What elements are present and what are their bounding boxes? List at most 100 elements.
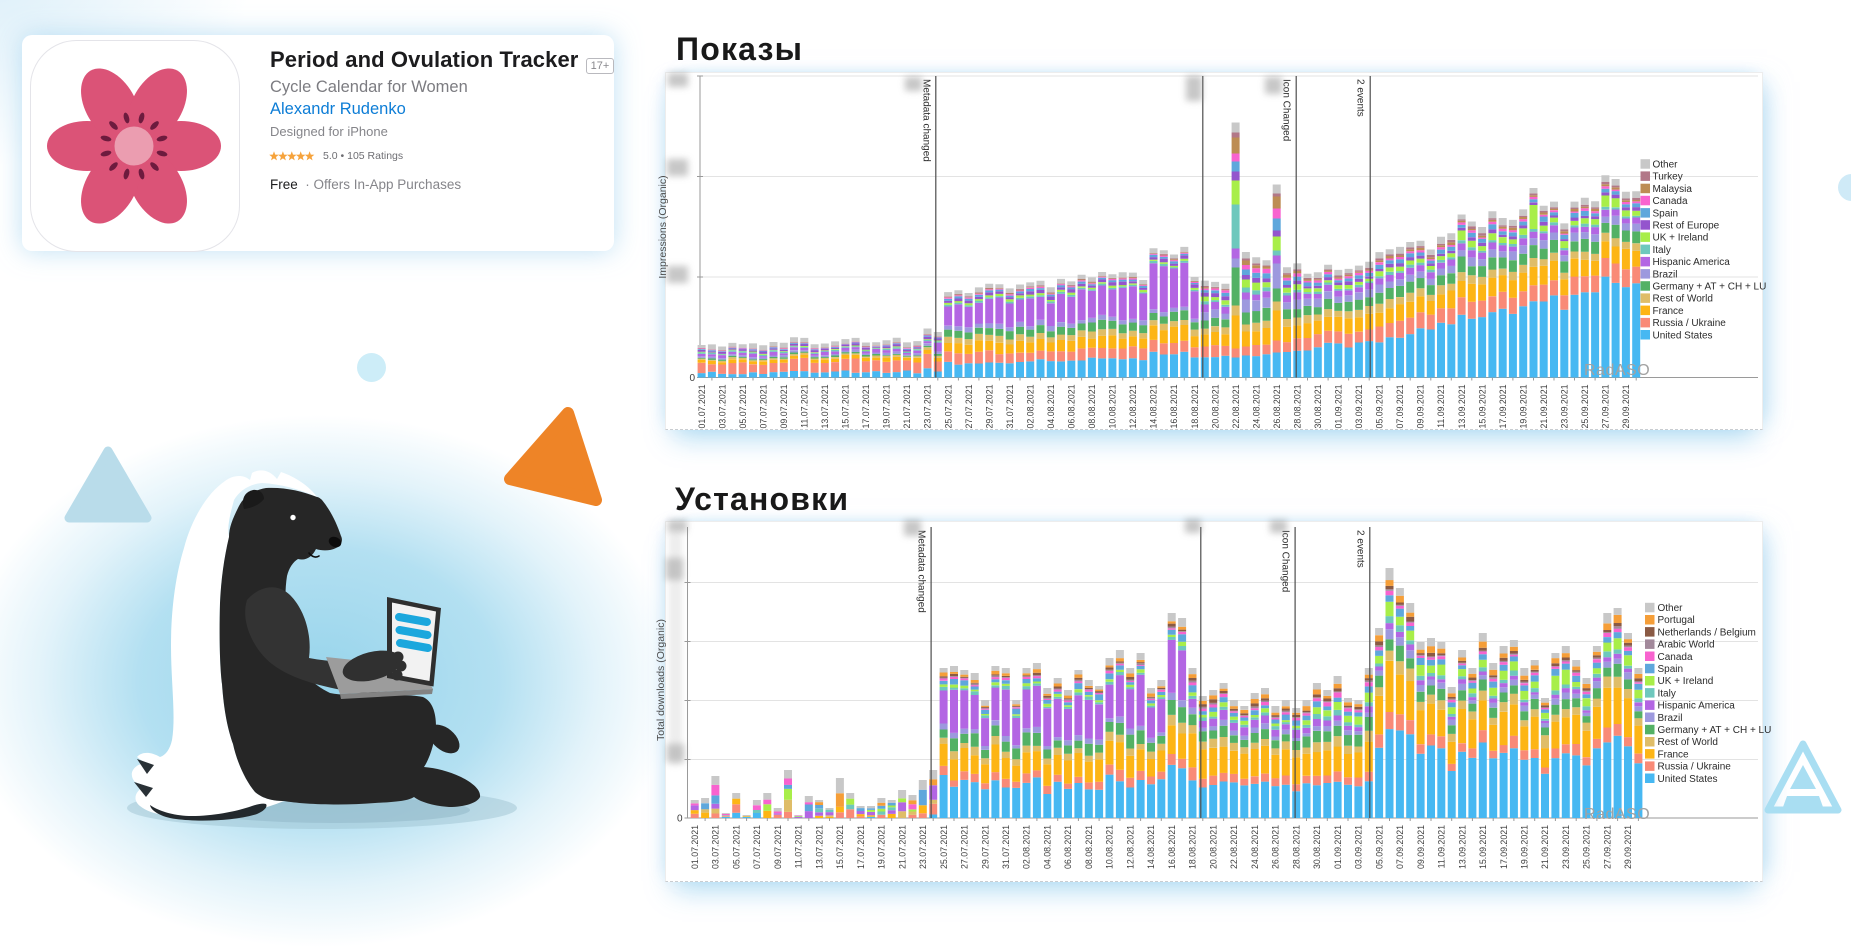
svg-text:29.07.2021: 29.07.2021 [984,384,994,428]
svg-text:13.09.2021: 13.09.2021 [1457,825,1467,869]
svg-text:Other: Other [1658,603,1684,614]
svg-text:Arabic World: Arabic World [1658,640,1715,651]
svg-text:Netherlands / Belgium: Netherlands / Belgium [1658,627,1756,638]
svg-text:16.08.2021: 16.08.2021 [1167,825,1177,869]
svg-text:21.07.2021: 21.07.2021 [902,384,912,428]
svg-text:28.08.2021: 28.08.2021 [1293,384,1303,428]
svg-text:15.09.2021: 15.09.2021 [1478,825,1488,869]
svg-text:21.09.2021: 21.09.2021 [1539,384,1549,428]
svg-text:03.09.2021: 03.09.2021 [1354,825,1364,869]
svg-text:Hispanic America: Hispanic America [1658,701,1736,712]
svg-text:05.09.2021: 05.09.2021 [1375,384,1385,428]
svg-text:15.09.2021: 15.09.2021 [1477,384,1487,428]
svg-text:Brazil: Brazil [1653,269,1678,280]
svg-text:16.08.2021: 16.08.2021 [1169,384,1179,428]
svg-text:14.08.2021: 14.08.2021 [1149,384,1159,428]
svg-text:19.07.2021: 19.07.2021 [882,384,892,428]
svg-text:Russia / Ukraine: Russia / Ukraine [1653,318,1727,329]
svg-text:Canada: Canada [1658,652,1693,663]
svg-text:21.07.2021: 21.07.2021 [897,825,907,869]
svg-text:11.09.2021: 11.09.2021 [1437,825,1447,868]
svg-text:Spain: Spain [1658,664,1684,675]
svg-text:28.08.2021: 28.08.2021 [1291,825,1301,869]
svg-text:United States: United States [1653,330,1713,341]
svg-text:09.07.2021: 09.07.2021 [779,384,789,428]
svg-text:27.07.2021: 27.07.2021 [964,384,974,428]
svg-text:13.07.2021: 13.07.2021 [820,384,830,428]
svg-text:07.07.2021: 07.07.2021 [758,384,768,428]
svg-text:11.09.2021: 11.09.2021 [1436,384,1446,427]
svg-text:15.07.2021: 15.07.2021 [835,825,845,869]
svg-text:France: France [1658,749,1690,760]
svg-text:Other: Other [1653,160,1679,171]
svg-text:10.08.2021: 10.08.2021 [1108,384,1118,428]
svg-text:19.09.2021: 19.09.2021 [1518,384,1528,428]
svg-text:04.08.2021: 04.08.2021 [1043,825,1053,869]
svg-text:RadASO: RadASO [1584,362,1650,379]
svg-text:07.09.2021: 07.09.2021 [1395,384,1405,428]
svg-text:12.08.2021: 12.08.2021 [1125,825,1135,869]
svg-text:23.09.2021: 23.09.2021 [1560,384,1570,428]
svg-text:30.08.2021: 30.08.2021 [1313,384,1323,428]
svg-text:Impressions (Organic): Impressions (Organic) [657,175,669,278]
svg-text:Malaysia: Malaysia [1653,184,1693,195]
svg-text:10.08.2021: 10.08.2021 [1105,825,1115,869]
svg-text:03.09.2021: 03.09.2021 [1354,384,1364,428]
svg-text:01.07.2021: 01.07.2021 [697,384,707,428]
svg-text:13.09.2021: 13.09.2021 [1457,384,1467,428]
svg-text:Turkey: Turkey [1653,172,1683,183]
svg-text:18.08.2021: 18.08.2021 [1188,825,1198,869]
svg-text:13.07.2021: 13.07.2021 [814,825,824,869]
svg-text:11.07.2021: 11.07.2021 [800,384,810,427]
svg-text:25.07.2021: 25.07.2021 [943,384,953,428]
svg-text:Total downloads (Organic): Total downloads (Organic) [655,619,667,741]
svg-text:14.08.2021: 14.08.2021 [1146,825,1156,869]
svg-text:31.07.2021: 31.07.2021 [1005,384,1015,428]
svg-text:07.09.2021: 07.09.2021 [1395,825,1405,869]
svg-text:07.07.2021: 07.07.2021 [752,825,762,869]
svg-text:08.08.2021: 08.08.2021 [1084,825,1094,869]
svg-text:22.08.2021: 22.08.2021 [1229,825,1239,869]
svg-text:Italy: Italy [1658,688,1676,699]
svg-text:Rest of World: Rest of World [1653,294,1713,305]
svg-text:Icon Changed: Icon Changed [1280,530,1291,592]
svg-text:11.07.2021: 11.07.2021 [794,825,804,868]
svg-text:17.09.2021: 17.09.2021 [1499,825,1509,869]
svg-text:05.07.2021: 05.07.2021 [738,384,748,428]
svg-text:26.08.2021: 26.08.2021 [1271,825,1281,869]
svg-text:19.09.2021: 19.09.2021 [1520,825,1530,869]
svg-text:30.08.2021: 30.08.2021 [1312,825,1322,869]
svg-text:02.08.2021: 02.08.2021 [1022,825,1032,869]
svg-text:Hispanic America: Hispanic America [1653,257,1731,268]
svg-text:03.07.2021: 03.07.2021 [717,384,727,428]
svg-text:0: 0 [677,814,683,825]
svg-text:15.07.2021: 15.07.2021 [841,384,851,428]
svg-text:Icon Changed: Icon Changed [1281,79,1292,141]
svg-text:Brazil: Brazil [1658,713,1683,724]
svg-text:29.07.2021: 29.07.2021 [980,825,990,869]
svg-text:17.07.2021: 17.07.2021 [856,825,866,869]
svg-text:05.07.2021: 05.07.2021 [731,825,741,869]
svg-text:09.07.2021: 09.07.2021 [773,825,783,869]
svg-text:25.09.2021: 25.09.2021 [1580,384,1590,428]
svg-text:08.08.2021: 08.08.2021 [1087,384,1097,428]
svg-text:Italy: Italy [1653,245,1671,256]
svg-text:29.09.2021: 29.09.2021 [1621,384,1631,428]
svg-text:23.09.2021: 23.09.2021 [1561,825,1571,869]
svg-text:19.07.2021: 19.07.2021 [877,825,887,869]
svg-text:UK + Ireland: UK + Ireland [1653,233,1709,244]
svg-text:18.08.2021: 18.08.2021 [1190,384,1200,428]
svg-text:06.08.2021: 06.08.2021 [1067,384,1077,428]
svg-text:RadASO: RadASO [1584,806,1650,823]
svg-text:UK + Ireland: UK + Ireland [1658,676,1714,687]
svg-text:23.07.2021: 23.07.2021 [918,825,928,869]
svg-text:27.07.2021: 27.07.2021 [960,825,970,869]
svg-text:2 events: 2 events [1354,530,1365,568]
svg-text:05.09.2021: 05.09.2021 [1374,825,1384,869]
svg-text:20.08.2021: 20.08.2021 [1208,825,1218,869]
svg-text:02.08.2021: 02.08.2021 [1025,384,1035,428]
svg-text:24.08.2021: 24.08.2021 [1251,384,1261,428]
svg-text:31.07.2021: 31.07.2021 [1001,825,1011,869]
svg-text:01.09.2021: 01.09.2021 [1334,384,1344,428]
svg-text:23.07.2021: 23.07.2021 [923,384,933,428]
